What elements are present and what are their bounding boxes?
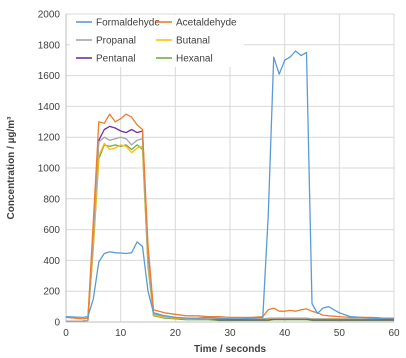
series-line-hexanal <box>66 144 394 322</box>
x-tick-label: 10 <box>115 328 127 339</box>
tick-labels: 0 200 400 600 800 1000 1200 1400 1600 1800 2000 0 10… <box>38 10 400 340</box>
y-tick-label: 1800 <box>38 40 61 51</box>
x-tick-label: 30 <box>224 328 236 339</box>
y-axis-title: Concentration / µg/m³ <box>6 116 17 220</box>
legend-label-acetaldehyde: Acetaldehyde <box>176 18 237 29</box>
axes <box>65 14 394 323</box>
x-axis-title: Time / seconds <box>194 344 267 355</box>
y-tick-label: 200 <box>43 287 60 298</box>
y-tick-label: 800 <box>43 194 60 205</box>
legend-label-propanal: Propanal <box>96 36 136 47</box>
legend-label-formaldehyde: Formaldehyde <box>96 18 160 29</box>
series-lines <box>65 50 394 322</box>
legend-label-butanal: Butanal <box>176 36 210 47</box>
x-tick-label: 40 <box>279 328 291 339</box>
y-tick-label: 0 <box>54 318 60 329</box>
y-tick-label: 600 <box>43 225 60 236</box>
series-line-acetaldehyde <box>65 113 394 320</box>
y-tick-label: 1400 <box>38 102 61 113</box>
x-tick-label: 60 <box>388 328 400 339</box>
x-tick-label: 50 <box>334 328 346 339</box>
series-line-pentanal <box>66 125 394 322</box>
x-tick-label: 0 <box>63 328 69 339</box>
y-tick-label: 1200 <box>38 133 61 144</box>
legend: Formaldehyde Acetaldehyde Propanal Butanal P… <box>70 15 244 67</box>
y-tick-label: 2000 <box>38 10 61 21</box>
y-tick-label: 400 <box>43 256 60 267</box>
y-tick-label: 1600 <box>38 71 61 82</box>
legend-label-hexanal: Hexanal <box>176 54 213 65</box>
x-tick-label: 20 <box>170 328 182 339</box>
legend-label-pentanal: Pentanal <box>96 54 135 65</box>
y-tick-label: 1000 <box>38 164 61 175</box>
series-line-formaldehyde <box>65 50 394 320</box>
